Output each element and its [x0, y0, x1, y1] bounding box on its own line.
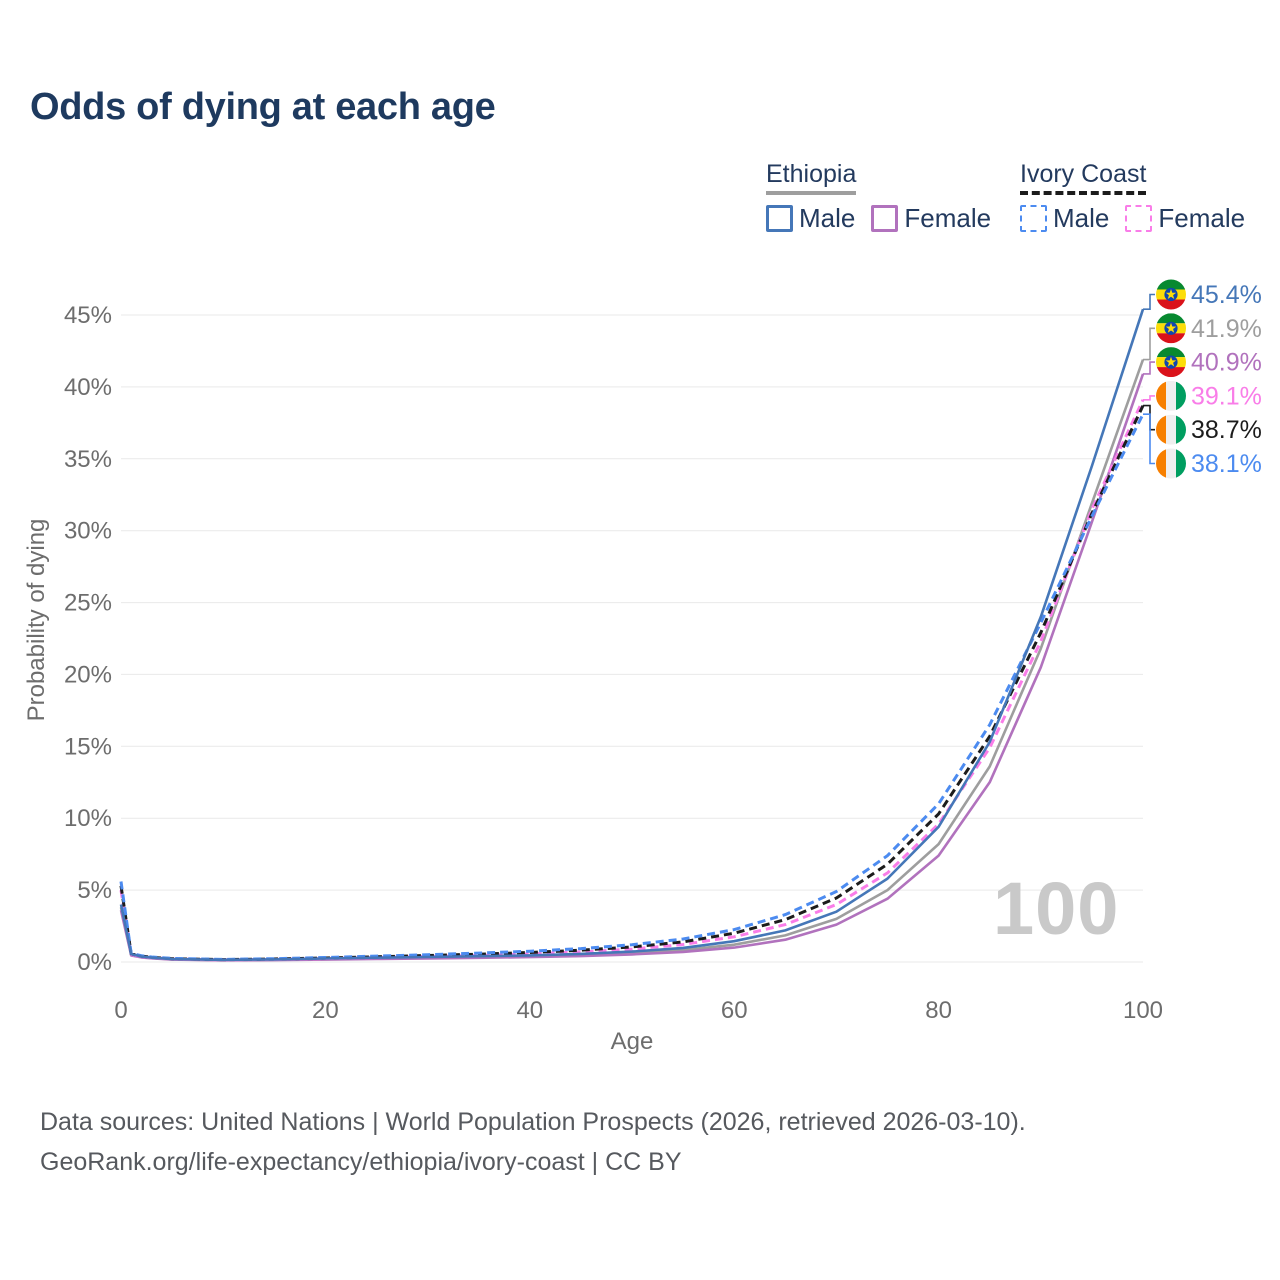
end-value-label-ethiopia-all: 41.9%: [1191, 315, 1262, 343]
end-label-layer: 45.4% 41.9% 40.9% 39.1% 38.7% 38.1%: [1143, 280, 1262, 479]
series-line-ethiopia-female: [119, 373, 1145, 962]
end-connector-ivory-coast-female: [1143, 395, 1155, 401]
y-tick-label: 25%: [64, 590, 112, 617]
y-tick-label: 20%: [64, 661, 112, 688]
x-axis-title: Age: [611, 1028, 654, 1055]
legend-group-title-ethiopia[interactable]: Ethiopia: [766, 160, 857, 195]
legend-item-label: Female: [1158, 203, 1246, 233]
end-value-label-ivory-coast-male: 38.1%: [1191, 450, 1262, 478]
age-counter: 100: [993, 867, 1120, 950]
legend-group-title-ivory-coast[interactable]: Ivory Coast: [1020, 160, 1147, 195]
end-connector-ivory-coast-male: [1143, 413, 1155, 465]
y-tick-label: 15%: [64, 733, 112, 760]
ivory-coast-flag-icon: [1156, 381, 1186, 411]
ivory-coast-male-swatch: [1020, 205, 1047, 232]
ivory-coast-flag-icon: [1156, 449, 1186, 479]
end-value-label-ethiopia-male: 45.4%: [1191, 281, 1262, 309]
y-tick-label: 0%: [77, 949, 112, 976]
y-axis-title: Probability of dying: [23, 519, 50, 722]
ethiopia-flag-icon: [1156, 347, 1186, 377]
series-layer: [119, 308, 1145, 962]
legend-group-ivory-coast: Ivory Coast Male Female: [1020, 160, 1245, 234]
y-tick-label: 30%: [64, 518, 112, 545]
end-connector-ethiopia-female: [1143, 361, 1155, 375]
x-tick-label: 20: [312, 997, 339, 1024]
legend-item-ethiopia-male[interactable]: Male: [766, 203, 855, 234]
legend-items-ethiopia: Male Female: [766, 203, 991, 234]
end-connector-ethiopia-male: [1143, 293, 1155, 310]
series-line-ivory-coast-female: [119, 399, 1145, 962]
ethiopia-female-swatch: [871, 205, 899, 232]
x-tick-label: 40: [516, 997, 543, 1024]
y-tick-label: 40%: [64, 374, 112, 401]
x-tick-label: 100: [1123, 997, 1163, 1024]
series-line-ethiopia-all: [119, 359, 1145, 962]
legend-item-label: Male: [1053, 203, 1110, 233]
end-value-label-ethiopia-female: 40.9%: [1191, 349, 1262, 377]
footer-data-sources: Data sources: United Nations | World Pop…: [40, 1108, 1026, 1136]
y-tick-label: 5%: [77, 877, 112, 904]
ethiopia-flag-icon: [1156, 280, 1186, 310]
y-tick-label: 35%: [64, 446, 112, 473]
page-title: Odds of dying at each age: [30, 86, 496, 128]
end-connector-ivory-coast-all: [1143, 404, 1155, 431]
series-line-ethiopia-male: [119, 308, 1145, 962]
footer-attribution: GeoRank.org/life-expectancy/ethiopia/ivo…: [40, 1148, 682, 1176]
series-line-ivory-coast-male: [119, 413, 1145, 961]
x-tick-label: 0: [114, 997, 127, 1024]
legend-item-label: Male: [799, 203, 856, 233]
legend-item-label: Female: [904, 203, 992, 233]
legend-item-ethiopia-female[interactable]: Female: [871, 203, 991, 234]
ivory-coast-flag-icon: [1156, 415, 1186, 445]
ethiopia-flag-icon: [1156, 313, 1186, 343]
ivory-coast-female-swatch: [1125, 205, 1153, 232]
legend-item-ivory-coast-male[interactable]: Male: [1020, 203, 1109, 234]
legend-group-ethiopia: Ethiopia Male Female: [766, 160, 991, 234]
y-tick-label: 45%: [64, 302, 112, 329]
grid-layer: 0% 5% 10% 15% 20% 25% 30% 35% 40% 45% 0 20 40 60 80 100…: [23, 302, 1163, 1055]
end-value-label-ivory-coast-female: 39.1%: [1191, 382, 1262, 410]
legend-item-ivory-coast-female[interactable]: Female: [1125, 203, 1245, 234]
end-connector-ethiopia-all: [1143, 327, 1155, 361]
y-tick-label: 10%: [64, 805, 112, 832]
ethiopia-male-swatch: [766, 205, 793, 232]
legend-items-ivory-coast: Male Female: [1020, 203, 1245, 234]
x-tick-label: 80: [925, 997, 952, 1024]
end-value-label-ivory-coast-all: 38.7%: [1191, 416, 1262, 444]
x-tick-label: 60: [721, 997, 748, 1024]
series-line-ivory-coast-all: [119, 404, 1145, 962]
